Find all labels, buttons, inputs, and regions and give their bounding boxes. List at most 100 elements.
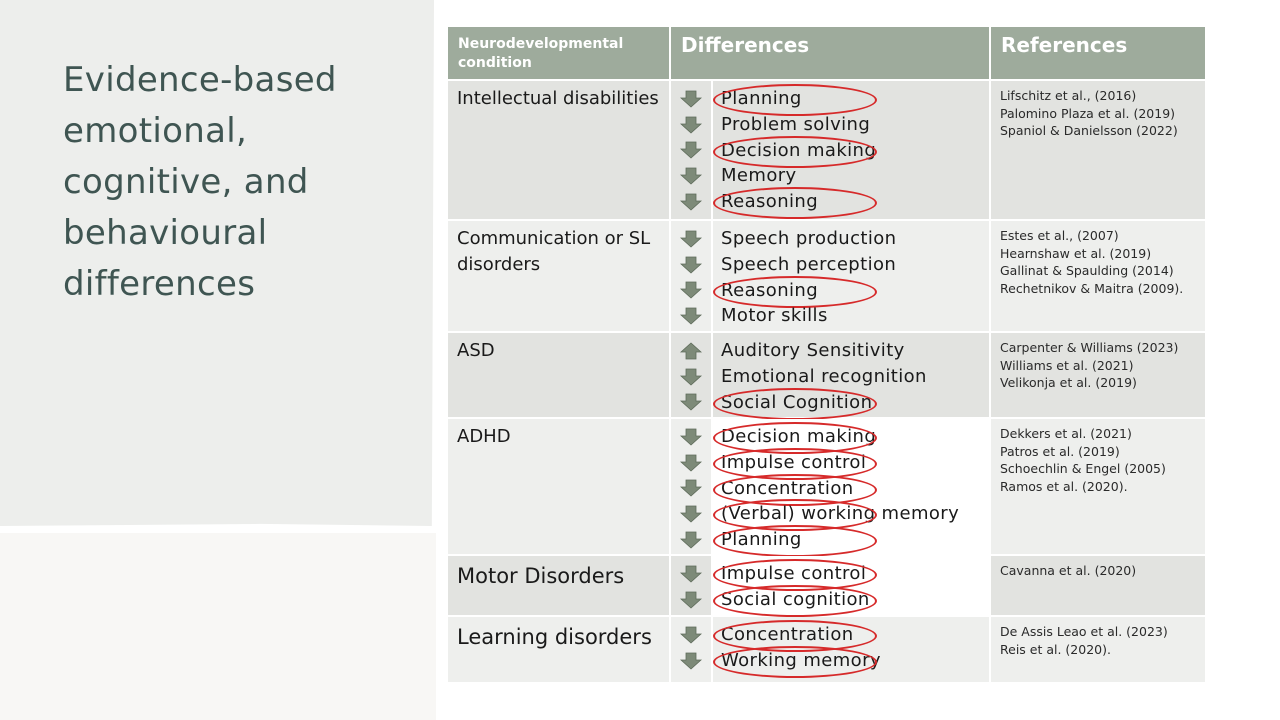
- references-cell: Carpenter & Williams (2023) Williams et a…: [991, 333, 1205, 419]
- table-row: Intellectual disabilities Planning Problem…: [448, 81, 1205, 221]
- header-differences: Differences: [671, 27, 991, 81]
- difference-item: Planning: [713, 525, 981, 557]
- differences-table: Neurodevelopmental condition Differences…: [448, 27, 1205, 684]
- arrow-down-icon: [679, 390, 703, 416]
- differences-cell: Planning Problem solving Decision making Me…: [713, 81, 991, 221]
- arrow-down-icon: [679, 252, 703, 278]
- condition-name: Intellectual disabilities: [457, 88, 659, 109]
- direction-cell: [671, 556, 713, 617]
- reference-citation: Palomino Plaza et al. (2019): [1000, 105, 1176, 121]
- difference-item: Social Cognition: [713, 387, 981, 420]
- difference-item: Memory: [721, 165, 797, 187]
- title-panel-lower: [0, 533, 436, 720]
- differences-cell: Auditory Sensitivity Emotional recognitio…: [713, 333, 991, 420]
- direction-cell: [671, 221, 713, 333]
- arrow-down-icon: [679, 450, 703, 476]
- condition-cell: Intellectual disabilities: [448, 81, 671, 221]
- reference-citation: Velikonja et al. (2019): [1000, 375, 1137, 390]
- arrow-down-icon: [679, 501, 703, 527]
- difference-item: Concentration: [713, 620, 981, 652]
- condition-cell: Learning disorders: [448, 617, 671, 684]
- reference-citation: Ramos et al. (2020).: [1000, 478, 1128, 494]
- differences-cell: Impulse control Social cognition: [713, 556, 991, 617]
- references-cell: Dekkers et al. (2021) Patros et al. (2019…: [991, 419, 1205, 556]
- arrow-down-icon: [679, 364, 703, 390]
- condition-cell: ADHD: [448, 419, 671, 556]
- arrow-down-icon: [679, 561, 703, 587]
- difference-item: Emotional recognition: [721, 365, 927, 387]
- reference-citation: Patros et al. (2019): [1000, 443, 1120, 459]
- difference-item: Concentration: [713, 473, 981, 506]
- table-row: Learning disorders Concentration Working m…: [448, 617, 1205, 684]
- difference-item: Working memory: [713, 645, 981, 678]
- arrow-up-icon: [679, 338, 703, 364]
- condition-cell: Communication or SL disorders: [448, 221, 671, 333]
- difference-item: Reasoning: [713, 275, 981, 308]
- references-cell: Lifschitz et al., (2016) Palomino Plaza e…: [991, 81, 1205, 221]
- reference-citation: Carpenter & Williams (2023): [1000, 340, 1179, 355]
- references-cell: De Assis Leao et al. (2023) Reis et al. (…: [991, 617, 1205, 684]
- condition-name: ADHD: [457, 426, 511, 447]
- difference-item: Planning: [713, 84, 981, 116]
- arrow-down-icon: [679, 476, 703, 502]
- differences-cell: Speech production Speech perception Reason…: [713, 221, 991, 333]
- table-header-row: Neurodevelopmental condition Differences…: [448, 27, 1205, 81]
- reference-citation: Gallinat & Spaulding (2014): [1000, 263, 1174, 278]
- reference-citation: Cavanna et al. (2020): [1000, 563, 1137, 578]
- arrow-down-icon: [679, 303, 703, 329]
- condition-cell: Motor Disorders: [448, 556, 671, 617]
- reference-citation: Spaniol & Danielsson (2022): [1000, 123, 1178, 138]
- arrow-down-icon: [679, 86, 703, 112]
- arrow-down-icon: [679, 527, 703, 553]
- direction-cell: [671, 333, 713, 419]
- difference-item: Decision making: [713, 422, 981, 454]
- table-row: ADHD Decision making Impulse control Concen…: [448, 419, 1205, 557]
- difference-item: Problem solving: [721, 113, 871, 135]
- reference-citation: Rechetnikov & Maitra (2009).: [1000, 280, 1184, 296]
- differences-cell: Concentration Working memory: [713, 617, 991, 684]
- arrow-down-icon: [679, 189, 703, 215]
- reference-citation: Estes et al., (2007): [1000, 228, 1119, 243]
- direction-cell: [671, 419, 713, 556]
- references-cell: Cavanna et al. (2020): [991, 556, 1205, 617]
- reference-citation: Williams et al. (2021): [1000, 357, 1134, 373]
- condition-name: Learning disorders: [457, 625, 652, 649]
- reference-citation: Schoechlin & Engel (2005): [1000, 461, 1166, 476]
- header-condition: Neurodevelopmental condition: [448, 27, 671, 81]
- difference-item: Decision making: [713, 135, 981, 168]
- condition-cell: ASD: [448, 333, 671, 419]
- arrow-down-icon: [679, 648, 703, 674]
- arrow-down-icon: [679, 424, 703, 450]
- arrow-down-icon: [679, 112, 703, 138]
- arrow-down-icon: [679, 226, 703, 252]
- differences-cell: Decision making Impulse control Concentrat…: [713, 419, 991, 557]
- reference-citation: Dekkers et al. (2021): [1000, 426, 1132, 441]
- difference-item: Speech production: [721, 228, 897, 249]
- difference-item: Impulse control: [713, 559, 981, 591]
- direction-cell: [671, 81, 713, 221]
- direction-cell: [671, 617, 713, 684]
- slide-title: Evidence-based emotional, cognitive, and…: [63, 60, 337, 304]
- condition-name: Communication or SL disorders: [457, 228, 651, 275]
- arrow-down-icon: [679, 163, 703, 189]
- table-row: ASD Auditory Sensitivity Emotional recogni…: [448, 333, 1205, 420]
- arrow-down-icon: [679, 138, 703, 164]
- difference-item: Speech perception: [721, 253, 897, 275]
- reference-citation: Lifschitz et al., (2016): [1000, 88, 1137, 103]
- header-references: References: [991, 27, 1205, 81]
- reference-citation: De Assis Leao et al. (2023): [1000, 624, 1168, 639]
- difference-item: Motor skills: [721, 305, 828, 327]
- condition-name: Motor Disorders: [457, 564, 625, 588]
- arrow-down-icon: [679, 587, 703, 613]
- difference-item: Impulse control: [713, 447, 981, 480]
- reference-citation: Hearnshaw et al. (2019): [1000, 245, 1152, 261]
- condition-name: ASD: [457, 340, 495, 361]
- arrow-down-icon: [679, 278, 703, 304]
- references-cell: Estes et al., (2007) Hearnshaw et al. (20…: [991, 221, 1205, 333]
- reference-citation: Reis et al. (2020).: [1000, 641, 1111, 657]
- table-row: Motor Disorders Impulse control Social cog…: [448, 556, 1205, 617]
- difference-item: Reasoning: [713, 187, 981, 219]
- table-row: Communication or SL disorders Speech prod…: [448, 221, 1205, 333]
- difference-item: Social cognition: [713, 584, 981, 617]
- difference-item: Auditory Sensitivity: [721, 340, 905, 361]
